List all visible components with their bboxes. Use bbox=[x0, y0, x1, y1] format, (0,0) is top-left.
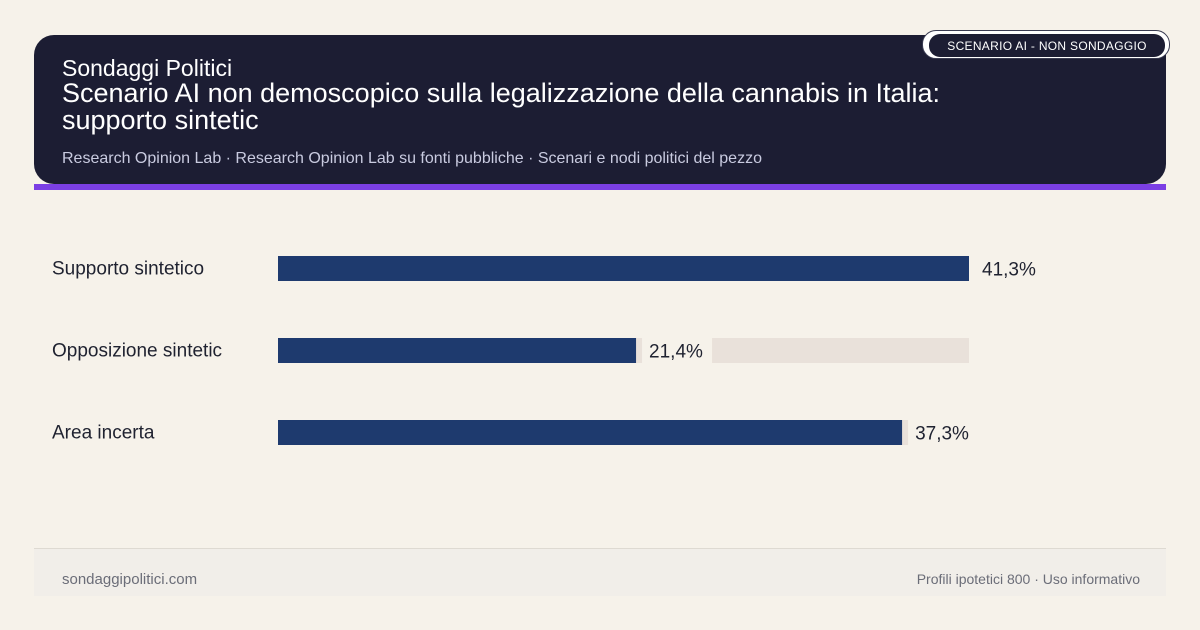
header-accent-bar bbox=[34, 184, 1166, 190]
kicker: Sondaggi Politici bbox=[62, 55, 233, 81]
category-label: Area incerta bbox=[52, 423, 155, 444]
category-label: Supporto sintetico bbox=[52, 259, 204, 280]
header-panel: Sondaggi Politici Scenario AI non demosc… bbox=[34, 35, 1166, 184]
data-label-background bbox=[908, 418, 979, 447]
data-label-background bbox=[975, 254, 1045, 283]
data-label: 21,4% bbox=[649, 342, 703, 363]
footer-site: sondaggipolitici.com bbox=[62, 571, 198, 588]
scenario-badge-label: SCENARIO AI - NON SONDAGGIO bbox=[929, 34, 1165, 57]
bar bbox=[278, 420, 903, 445]
data-label-background bbox=[642, 336, 713, 365]
bar bbox=[278, 338, 637, 363]
footer-note: Profili ipotetici 800 · Uso informativo bbox=[916, 571, 1140, 587]
chart-subtitle: Research Opinion Lab · Research Opinion … bbox=[62, 150, 762, 167]
footer: sondaggipolitici.com Profili ipotetici 8… bbox=[34, 548, 1166, 596]
category-label: Opposizione sintetic bbox=[52, 341, 222, 362]
bar bbox=[278, 256, 969, 281]
chart-title: Scenario AI non demoscopico sulla legali… bbox=[62, 78, 941, 135]
data-label: 41,3% bbox=[982, 260, 1036, 281]
scenario-badge: SCENARIO AI - NON SONDAGGIO bbox=[922, 30, 1170, 59]
data-label: 37,3% bbox=[915, 424, 969, 445]
